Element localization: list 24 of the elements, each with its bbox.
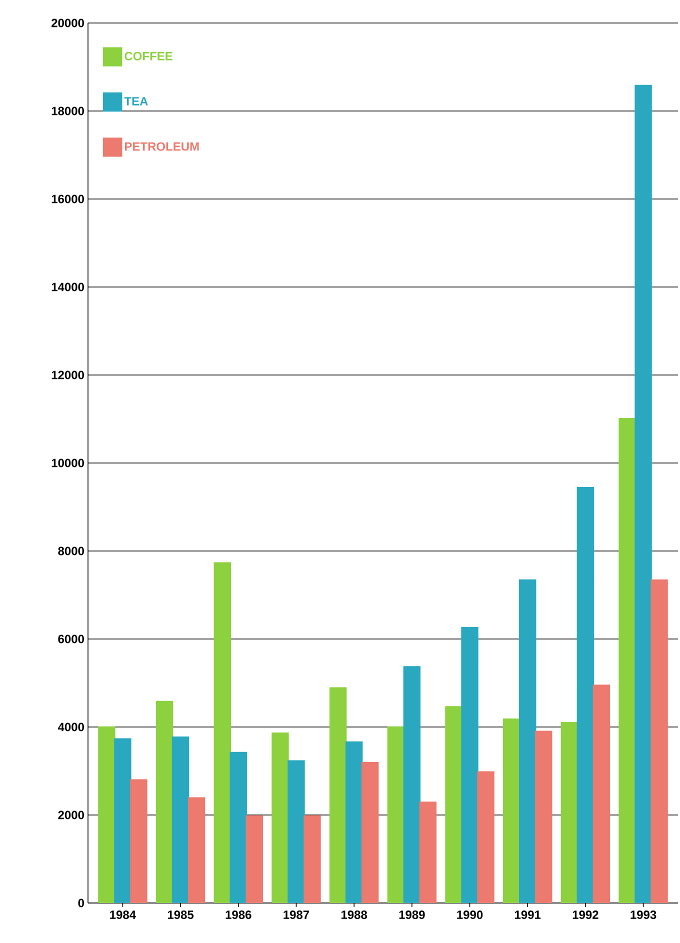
x-tick-label: 1984 <box>110 910 136 920</box>
y-tick-label: 16000 <box>52 194 84 204</box>
y-tick-label: 12000 <box>52 370 84 380</box>
x-tick-label: 1988 <box>341 910 368 920</box>
y-tick-label: 2000 <box>58 810 84 820</box>
x-tick-label: 1989 <box>399 910 425 920</box>
x-tick-label: 1990 <box>457 910 483 920</box>
y-tick-label: 10000 <box>52 458 84 468</box>
y-tick-label: 14000 <box>52 282 84 292</box>
y-tick-label: 6000 <box>58 634 84 644</box>
x-tick-label: 1987 <box>284 910 310 920</box>
y-tick-label: 4000 <box>58 722 84 732</box>
x-tick-label: 1992 <box>572 910 598 920</box>
y-tick-label: 0 <box>78 898 84 908</box>
y-tick-label: 8000 <box>58 546 84 556</box>
y-tick-label: 20000 <box>52 18 84 28</box>
legend-label: PETROLEUM <box>125 142 199 151</box>
x-tick-label: 1993 <box>630 910 656 920</box>
legend-label: COFFEE <box>124 52 172 60</box>
legend-label: TEA <box>124 97 148 106</box>
y-tick-label: 18000 <box>52 106 84 116</box>
x-tick-label: 1985 <box>168 910 194 920</box>
x-tick-label: 1991 <box>515 910 541 920</box>
x-tick-label: 1986 <box>226 910 252 920</box>
